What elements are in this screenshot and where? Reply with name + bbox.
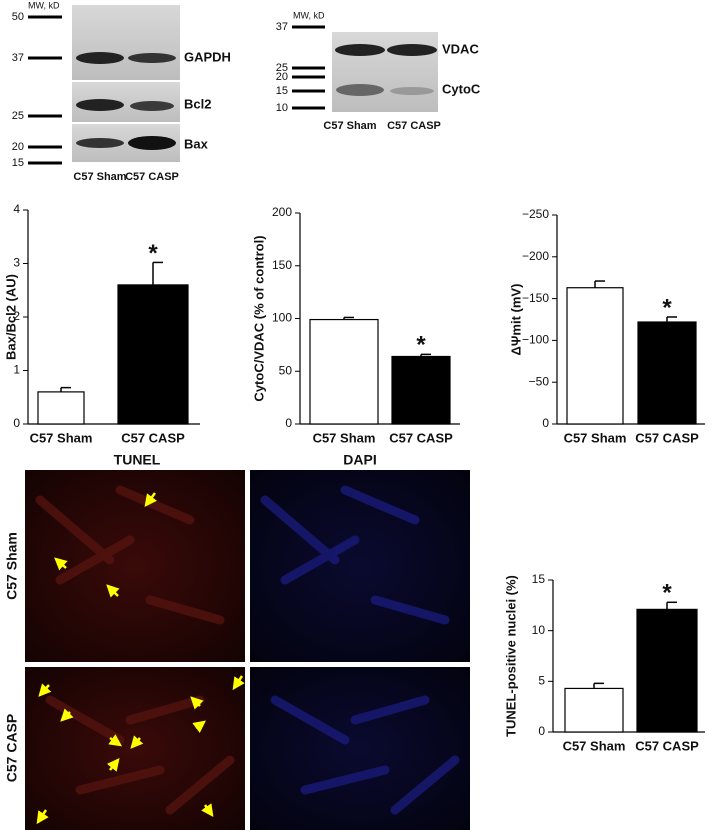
y-tick-label: −100	[522, 333, 549, 347]
column-label: DAPI	[343, 452, 376, 468]
y-tick-label: 2	[13, 309, 20, 323]
bar	[636, 608, 698, 733]
bar	[566, 287, 624, 425]
y-tick-label: 0	[13, 416, 20, 430]
y-axis-label: Bax/Bcl2 (AU)	[3, 274, 18, 360]
x-tick-label: C57 Sham	[564, 430, 627, 445]
y-axis-label: TUNEL-positive nuclei (%)	[503, 575, 518, 737]
marker-label: 25	[276, 62, 288, 74]
marker-label: 10	[276, 102, 288, 114]
x-tick-label: C57 Sham	[30, 430, 93, 445]
band-label: GAPDH	[184, 49, 231, 64]
band-label: Bax	[184, 136, 209, 151]
marker-label: 37	[12, 52, 24, 64]
blot-image	[72, 5, 180, 162]
band-label: CytoC	[442, 81, 481, 96]
row-label: C57 Sham	[4, 532, 20, 600]
bar	[309, 318, 379, 425]
marker-label: 37	[276, 21, 288, 33]
marker-label: 15	[12, 157, 24, 169]
band-label: Bcl2	[184, 96, 211, 111]
x-tick-label: C57 Sham	[563, 738, 626, 753]
bar	[117, 284, 189, 425]
lane-label: C57 Sham	[73, 171, 126, 183]
y-tick-label: 0	[538, 724, 545, 738]
lane-label: C57 CASP	[125, 171, 179, 183]
y-tick-label: 5	[538, 674, 545, 688]
y-axis-label: ΔΨmit (mV)	[508, 284, 523, 356]
y-axis-label: CytoC/VDAC (% of control)	[251, 235, 266, 401]
x-tick-label: C57 CASP	[121, 430, 185, 445]
lane-label: C57 CASP	[387, 120, 441, 132]
bar	[637, 321, 697, 425]
significance-mark: *	[662, 580, 672, 607]
y-tick-label: 4	[13, 202, 20, 216]
y-tick-label: −150	[522, 291, 549, 305]
band-label: VDAC	[442, 41, 479, 56]
x-tick-label: C57 Sham	[313, 430, 376, 445]
y-tick-label: 15	[532, 572, 546, 586]
marker-label: 20	[12, 141, 24, 153]
x-tick-label: C57 CASP	[389, 430, 453, 445]
y-tick-label: 200	[272, 205, 292, 219]
column-label: TUNEL	[114, 452, 161, 468]
y-tick-label: 50	[279, 363, 293, 377]
marker-label: 15	[276, 85, 288, 97]
y-tick-label: 0	[542, 416, 549, 430]
x-tick-label: C57 CASP	[635, 738, 699, 753]
row-label: C57 CASP	[4, 714, 20, 782]
significance-mark: *	[662, 294, 672, 321]
y-tick-label: 0	[285, 416, 292, 430]
blot-image	[332, 32, 438, 112]
y-tick-label: 1	[13, 363, 20, 377]
bar	[391, 355, 451, 425]
y-tick-label: 10	[532, 623, 546, 637]
significance-mark: *	[148, 240, 158, 267]
y-tick-label: −200	[522, 249, 549, 263]
lane-label: C57 Sham	[323, 120, 376, 132]
mw-label: MW, kD	[28, 0, 60, 10]
marker-label: 50	[12, 11, 24, 23]
y-tick-label: 150	[272, 258, 292, 272]
micrograph	[25, 470, 470, 830]
y-tick-label: −250	[522, 207, 549, 221]
bar	[564, 687, 624, 733]
marker-label: 20	[276, 71, 288, 83]
x-tick-label: C57 CASP	[635, 430, 699, 445]
bar	[37, 391, 85, 425]
mw-label: MW, kD	[293, 10, 325, 20]
significance-mark: *	[416, 332, 426, 359]
y-tick-label: −50	[529, 374, 550, 388]
y-tick-label: 3	[13, 256, 20, 270]
marker-label: 25	[12, 110, 24, 122]
y-tick-label: 100	[272, 311, 292, 325]
